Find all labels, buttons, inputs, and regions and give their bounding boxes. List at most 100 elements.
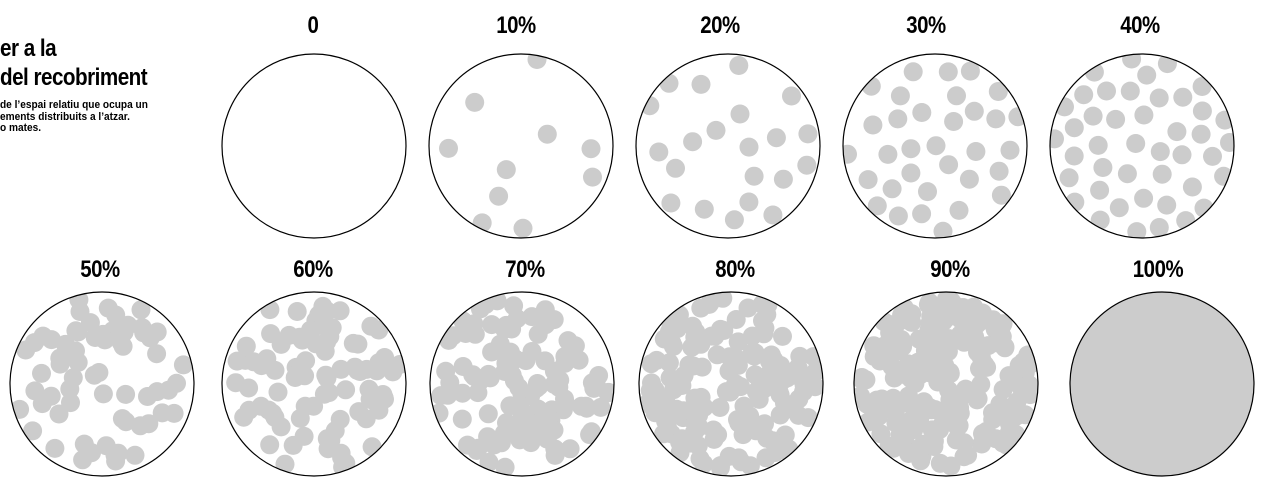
coverage-dot [1152,164,1172,184]
coverage-panel-60 [221,291,407,477]
coverage-dot [348,334,368,354]
coverage-dot [478,404,498,424]
coverage-dot [60,379,80,399]
coverage-panel-50 [9,291,195,477]
coverage-dot [265,407,285,427]
coverage-dot [739,192,759,212]
coverage-dot [1015,405,1035,425]
coverage-dot [711,319,730,339]
coverage-dot [244,352,264,372]
coverage-dot [522,342,542,361]
coverage-dot [512,404,532,424]
coverage-dot [173,355,193,375]
coverage-dot [555,347,575,366]
coverage-dot [504,371,524,391]
coverage-dot [138,387,157,406]
coverage-dot [666,158,685,178]
coverage-dot [875,344,895,364]
coverage-dot [1149,88,1169,108]
coverage-dot [933,221,953,238]
coverage-dot [971,374,991,394]
coverage-dot [939,155,959,175]
coverage-dot [439,138,458,158]
sidebar-desc-line-1: de l’espai relatiu que ocupa un [0,99,148,111]
coverage-dot [798,124,818,144]
coverage-dot [1192,101,1212,121]
coverage-dot [1167,122,1187,142]
coverage-panel-0 [221,53,407,239]
coverage-dot [93,384,113,404]
coverage-dot [1093,158,1113,177]
coverage-dot [569,350,589,370]
coverage-dot [494,423,514,443]
coverage-dot [260,435,280,455]
sidebar-caption: er a la del recobriment de l’espai relat… [0,34,220,135]
coverage-dot [871,424,891,444]
coverage-dot [924,431,944,451]
coverage-dot [673,401,693,421]
coverage-dot [691,74,711,94]
coverage-dot [479,452,499,472]
coverage-label-20: 20% [700,12,740,39]
coverage-dot [771,356,791,375]
coverage-dot [1117,164,1137,184]
coverage-dot [973,424,992,444]
coverage-dot [96,436,116,456]
coverage-dot [369,400,389,420]
coverage-dot [23,421,43,441]
coverage-dot [522,307,542,327]
panel-outline [635,53,821,239]
coverage-dot [863,115,883,135]
coverage-dot [710,398,730,417]
coverage-dot [283,435,303,455]
coverage-dot [659,353,679,373]
coverage-panel-80 [638,291,824,477]
coverage-dot [288,363,308,383]
coverage-dot [988,82,1008,101]
sidebar-title: er a la del recobriment [0,34,189,92]
coverage-dot [581,139,601,159]
coverage-dot [684,422,704,442]
coverage-dot [708,425,728,445]
coverage-dot [779,399,799,419]
coverage-dot [959,169,979,189]
panel-outline [853,291,1039,477]
coverage-dot [1097,81,1116,101]
coverage-dot [1220,133,1234,152]
coverage-dot [918,182,937,202]
coverage-dot [560,439,580,459]
coverage-dot [649,142,669,162]
coverage-dot [1050,129,1064,149]
coverage-dot [1055,97,1074,117]
coverage-dot [726,310,746,329]
coverage-label-80: 80% [715,256,755,283]
coverage-dot [1126,134,1146,153]
coverage-label-60: 60% [293,256,333,283]
coverage-dot [464,367,484,386]
coverage-dot [682,337,702,357]
coverage-dot [939,380,959,400]
coverage-dot [504,296,524,316]
coverage-dot [465,92,485,112]
coverage-dot [1122,54,1142,69]
coverage-dot [287,302,307,321]
coverage-label-100: 100% [1132,256,1184,283]
coverage-dot [513,218,533,238]
coverage-dot [317,368,337,388]
coverage-dot [964,101,984,121]
coverage-dot [271,334,291,354]
coverage-dot [1109,198,1129,218]
sidebar-title-line-2: del recobriment [0,64,148,91]
coverage-dot [797,155,817,175]
coverage-dot [1000,140,1020,160]
coverage-dot [951,309,970,329]
coverage-dot [49,404,69,424]
coverage-dot [506,349,525,369]
coverage-dot [683,132,703,152]
coverage-dot [672,376,692,395]
coverage-dot [1191,124,1211,144]
coverage-label-50: 50% [80,256,120,283]
panel-outline [1049,53,1235,239]
coverage-label-40: 40% [1120,12,1160,39]
